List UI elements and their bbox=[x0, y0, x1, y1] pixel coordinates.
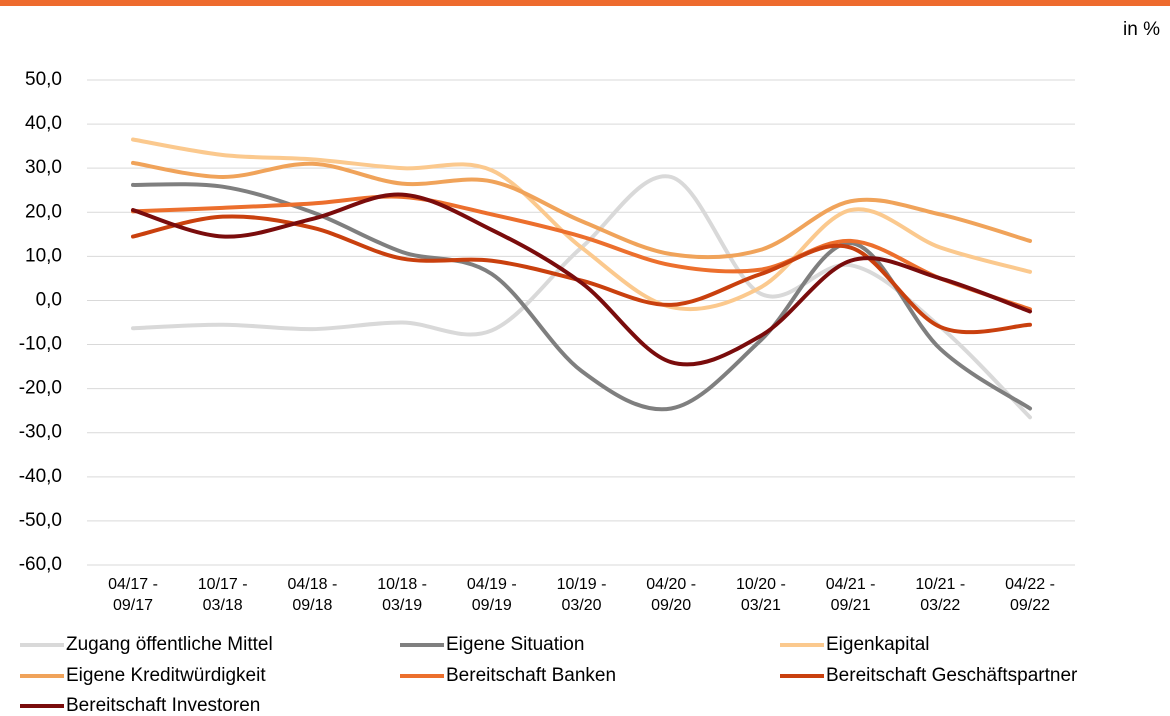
series-line bbox=[131, 194, 1032, 312]
series-line bbox=[131, 160, 1032, 260]
unit-label: in % bbox=[1123, 19, 1160, 40]
series-line bbox=[131, 137, 1032, 312]
y-tick-label: -10,0 bbox=[19, 334, 62, 355]
x-tick-label: 04/17 - 09/17 bbox=[108, 576, 158, 614]
legend-label: Eigenkapital bbox=[826, 634, 930, 655]
top-bar bbox=[0, 0, 1170, 6]
y-tick-label: 10,0 bbox=[25, 245, 62, 266]
x-tick-label: 10/20 - 03/21 bbox=[735, 576, 786, 614]
x-tick-label: 04/18 - 09/18 bbox=[287, 576, 338, 614]
x-tick-label: 04/21 - 09/21 bbox=[825, 576, 876, 614]
x-tick-label: 04/22 - 09/22 bbox=[1005, 576, 1055, 614]
y-tick-label: -50,0 bbox=[19, 510, 62, 531]
y-tick-label: 40,0 bbox=[25, 113, 62, 134]
x-tick-label: 10/18 - 03/19 bbox=[377, 576, 427, 614]
x-tick-label: 10/19 - 03/20 bbox=[556, 576, 607, 614]
x-tick-label: 10/17 - 03/18 bbox=[197, 576, 248, 614]
series-line bbox=[131, 192, 1032, 367]
legend-label: Zugang öffentliche Mittel bbox=[66, 634, 273, 655]
y-tick-label: 50,0 bbox=[25, 69, 62, 90]
legend-label: Bereitschaft Geschäftspartner bbox=[826, 665, 1078, 686]
y-tick-label: -30,0 bbox=[19, 422, 62, 443]
y-tick-label: 20,0 bbox=[25, 201, 62, 222]
y-tick-label: 30,0 bbox=[25, 157, 62, 178]
series-line bbox=[131, 214, 1032, 335]
x-tick-label: 04/19 - 09/19 bbox=[466, 576, 517, 614]
x-tick-label: 10/21 - 03/22 bbox=[915, 576, 966, 614]
y-tick-label: -20,0 bbox=[19, 378, 62, 399]
legend-label: Bereitschaft Banken bbox=[446, 665, 616, 686]
legend-label: Bereitschaft Investoren bbox=[66, 695, 260, 716]
series-line bbox=[131, 174, 1032, 420]
y-tick-label: 0,0 bbox=[36, 289, 62, 310]
x-tick-label: 04/20 - 09/20 bbox=[646, 576, 697, 614]
legend-label: Eigene Kreditwürdigkeit bbox=[66, 665, 266, 686]
y-tick-label: -60,0 bbox=[19, 554, 62, 575]
legend-label: Eigene Situation bbox=[446, 634, 584, 655]
y-tick-label: -40,0 bbox=[19, 466, 62, 487]
